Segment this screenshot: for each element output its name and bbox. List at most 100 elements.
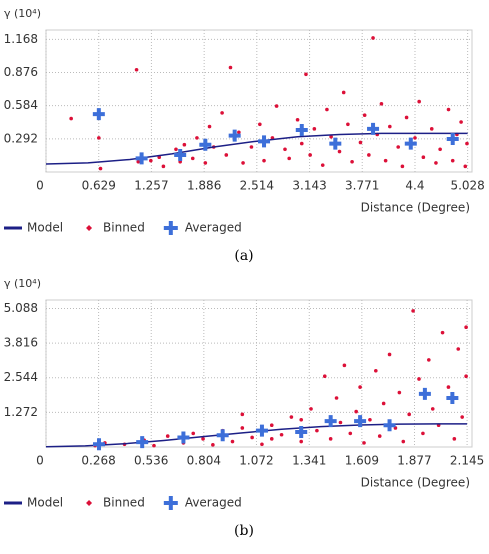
binned-point [401, 439, 406, 444]
binned-point [381, 401, 386, 406]
binned-point [312, 127, 317, 131]
binned-point [304, 72, 308, 77]
binned-point [429, 127, 434, 131]
binned-point [228, 65, 233, 70]
binned-point [299, 141, 304, 146]
binned-point [152, 443, 156, 448]
binned-point [224, 153, 229, 157]
y-tick-label: 0.292 [4, 131, 38, 145]
binned-point [322, 374, 327, 379]
binned-point [417, 377, 421, 381]
x-tick-label: 0.804 [187, 454, 221, 468]
legend-label: Model [27, 221, 63, 235]
binned-point [207, 124, 212, 129]
binned-point [136, 159, 141, 164]
x-axis-label: Distance (Degree) [361, 201, 470, 215]
binned-point [269, 437, 274, 441]
binned-point [337, 149, 342, 154]
binned-point [387, 352, 392, 357]
legend-label: Averaged [185, 221, 242, 235]
binned-point [165, 434, 170, 438]
binned-point [463, 164, 468, 169]
binned-point [262, 158, 266, 163]
averaged-point [446, 392, 459, 404]
binned-point [258, 122, 262, 127]
binned-point [287, 156, 291, 161]
x-tick-label: 0 [36, 454, 44, 468]
binned-point [295, 117, 300, 122]
binned-point [334, 396, 339, 400]
binned-point [397, 390, 402, 395]
binned-point [452, 437, 457, 441]
y-tick-label: 3.816 [4, 336, 38, 350]
caption: (a) [234, 248, 253, 264]
binned-point [456, 347, 461, 351]
binned-point [362, 113, 367, 117]
binned-point [161, 164, 166, 169]
legend-label: Averaged [185, 496, 242, 510]
plot-area [45, 29, 473, 173]
x-tick-label: 1.877 [397, 454, 431, 468]
binned-point [358, 140, 363, 145]
binned-point [134, 67, 139, 72]
binned-point [289, 415, 294, 419]
binned-point [338, 420, 343, 425]
legend-label: Binned [103, 496, 145, 510]
plot-area [45, 299, 473, 448]
averaged-point [258, 135, 271, 148]
binned-point [377, 434, 382, 438]
x-tick-label: 2.514 [240, 179, 274, 193]
x-tick-label: 0.268 [81, 454, 115, 468]
binned-point [438, 147, 442, 152]
binned-point [367, 153, 371, 157]
legend-swatch [86, 500, 93, 506]
binned-point [182, 142, 187, 147]
y-tick-label: 0.876 [4, 65, 38, 79]
binned-point [329, 134, 333, 139]
binned-point [341, 90, 346, 95]
binned-point [368, 417, 372, 422]
averaged-point [135, 152, 148, 165]
x-tick-label: 0.536 [134, 454, 168, 468]
binned-point [250, 435, 254, 440]
averaged-point [418, 387, 431, 400]
x-tick-label: 0 [36, 179, 44, 193]
legend-label: Binned [103, 221, 145, 235]
binned-point [404, 115, 409, 120]
averaged-point [255, 424, 268, 437]
binned-point [195, 136, 199, 140]
binned-point [174, 147, 178, 152]
legend-swatch [86, 225, 93, 231]
y-tick-label: 1.168 [4, 32, 38, 46]
averaged-point [329, 137, 342, 150]
binned-point [279, 432, 284, 437]
averaged-point [404, 137, 417, 150]
binned-point [220, 111, 224, 115]
binned-point [464, 374, 468, 379]
averaged-point [177, 431, 190, 444]
binned-point [465, 141, 469, 146]
averaged-point [199, 138, 212, 151]
binned-point [430, 407, 435, 411]
averaged-point [367, 122, 380, 135]
averaged-point [383, 419, 396, 432]
binned-point [299, 439, 304, 444]
binned-point [421, 155, 426, 160]
binned-point [97, 136, 101, 140]
binned-point [308, 153, 312, 157]
x-tick-label: 0.629 [82, 179, 116, 193]
binned-point [358, 385, 362, 389]
y-tick-label: 0.584 [4, 98, 38, 112]
binned-point [354, 409, 358, 414]
x-tick-label: 1.072 [239, 454, 273, 468]
binned-point [315, 428, 319, 433]
binned-point [249, 145, 254, 149]
binned-point [362, 441, 366, 445]
x-tick-label: 4.4 [405, 179, 424, 193]
averaged-point [295, 426, 308, 439]
binned-point [374, 368, 378, 373]
binned-point [283, 147, 287, 152]
binned-point [459, 120, 463, 124]
binned-point [427, 358, 431, 362]
